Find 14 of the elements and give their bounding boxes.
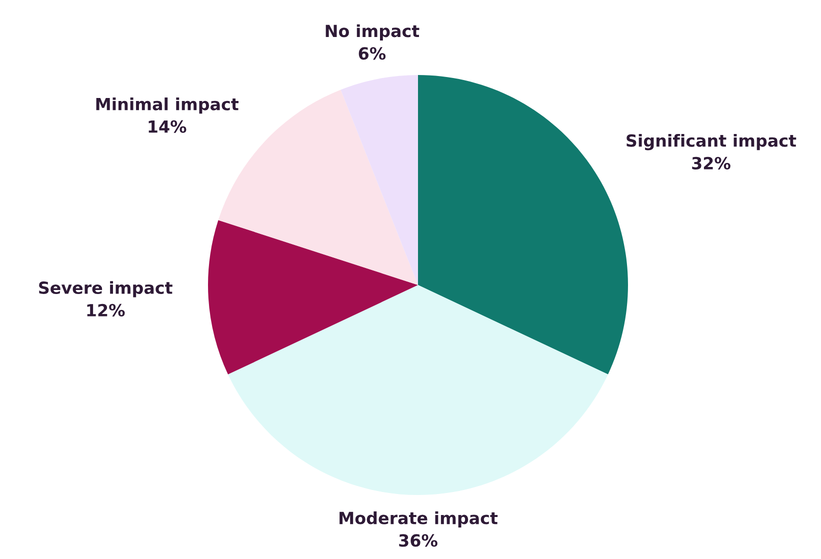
slice-label: Significant impact <box>626 134 796 150</box>
slice-label: No impact <box>326 24 420 40</box>
pie-slice <box>340 75 418 285</box>
pie-slice <box>208 220 418 374</box>
pie-slice <box>418 75 628 374</box>
data-label: 6% <box>358 47 386 60</box>
data-label: 36% <box>399 534 438 547</box>
data-label: 14% <box>148 120 186 133</box>
pie-slice <box>228 285 608 495</box>
data-label: 32% <box>692 156 730 170</box>
slice-label: Moderate impact <box>340 511 498 528</box>
slice-label: Severe impact <box>39 281 172 298</box>
slice-label: Minimal impact <box>96 98 239 114</box>
data-label: 12% <box>87 304 125 316</box>
